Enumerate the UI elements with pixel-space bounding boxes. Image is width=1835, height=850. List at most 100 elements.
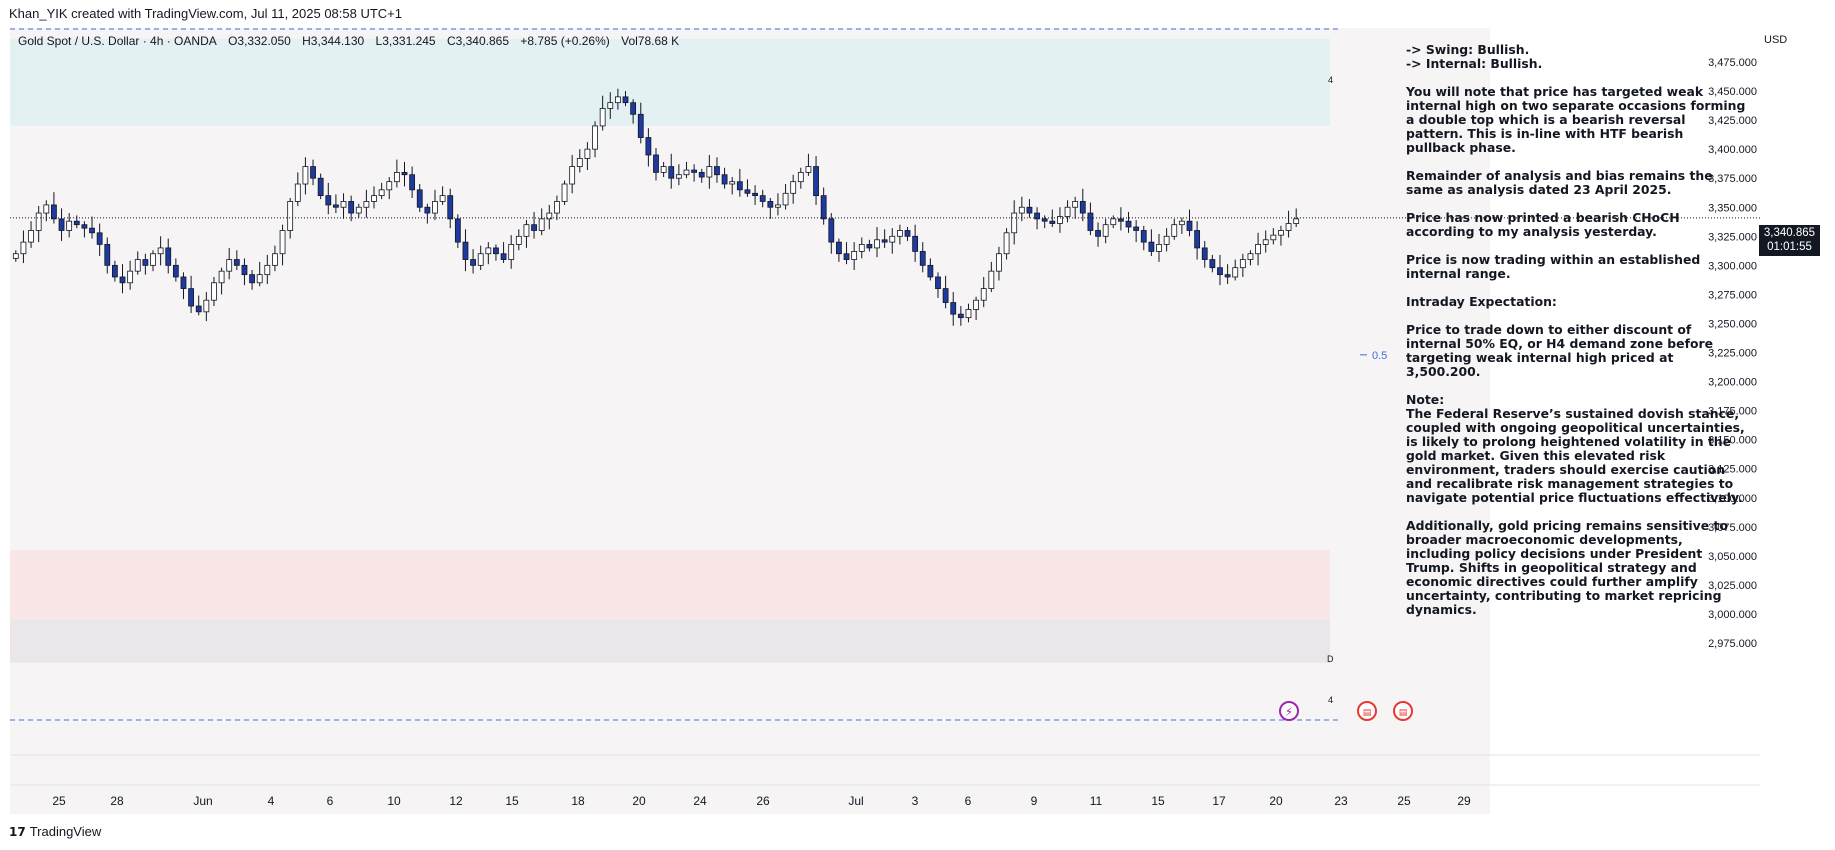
bear-candle — [401, 171, 408, 176]
note-paragraph: Price has now printed a bearish CHoCH ac… — [1406, 210, 1680, 239]
bear-candle — [195, 305, 202, 313]
bear-candle — [493, 247, 499, 255]
flash-icon[interactable]: ⚡ — [1279, 701, 1299, 721]
bull-candle — [226, 259, 233, 272]
bull-candle — [706, 166, 713, 178]
bull-candle — [996, 253, 1002, 272]
bear-candle — [836, 241, 842, 255]
x-tick-label: 28 — [110, 794, 124, 808]
us-flag-icon[interactable]: ▤ — [1357, 701, 1377, 721]
y-tick-label: 3,150.000 — [1708, 435, 1757, 447]
bull-candle — [279, 230, 286, 255]
bull-candle — [1003, 232, 1010, 255]
bull-candle — [157, 247, 164, 255]
bull-candle — [797, 171, 804, 183]
bull-candle — [264, 264, 271, 276]
bull-candle — [1011, 212, 1018, 234]
bull-candle — [432, 201, 438, 214]
y-tick-label: 3,475.000 — [1708, 57, 1757, 69]
bear-candle — [454, 218, 461, 243]
us-flag-icon[interactable]: ▤ — [1393, 701, 1413, 721]
bull-candle — [340, 201, 347, 208]
bear-candle — [89, 227, 95, 234]
bull-candle — [675, 174, 682, 179]
price-chart[interactable]: 0.5 4 D 4 3,475.000 3,450.000 3,425.000 3,400.0… — [10, 28, 1760, 814]
bear-candle — [1049, 220, 1056, 224]
chart-area[interactable]: 0.5 4 D 4 3,475.000 3,450.000 3,425.000 3,400.0… — [10, 28, 1760, 814]
bear-candle — [1133, 226, 1140, 231]
bear-candle — [881, 239, 888, 243]
y-tick-label: 3,100.000 — [1708, 493, 1757, 505]
bear-candle — [645, 137, 652, 156]
bear-candle — [714, 166, 720, 176]
bull-candle — [150, 253, 156, 266]
bull-candle — [256, 274, 263, 284]
bull-candle — [1064, 206, 1071, 217]
bull-candle — [1278, 230, 1284, 236]
bear-candle — [1186, 220, 1193, 231]
bear-candle — [104, 244, 111, 266]
demand-zone — [10, 550, 1330, 620]
bull-candle — [1293, 218, 1300, 224]
bear-candle — [51, 204, 57, 220]
x-tick-label: 23 — [1334, 794, 1348, 808]
bear-candle — [1148, 241, 1155, 252]
x-tick-label: 29 — [1457, 794, 1471, 808]
y-tick-label: 3,175.000 — [1708, 406, 1757, 418]
tradingview-footer[interactable]: 17 TradingView — [9, 824, 101, 839]
bear-candle — [1034, 212, 1040, 220]
bull-candle — [973, 299, 979, 310]
bull-candle — [12, 253, 19, 259]
x-tick-label: 26 — [756, 794, 770, 808]
bear-candle — [904, 230, 911, 237]
bear-candle — [470, 259, 476, 266]
bull-candle — [127, 270, 134, 284]
close-value: C3,340.865 — [446, 34, 510, 48]
bear-candle — [698, 171, 705, 178]
bear-candle — [957, 313, 964, 319]
bear-candle — [233, 259, 240, 266]
bull-candle — [874, 239, 880, 249]
bear-candle — [942, 288, 949, 303]
symbol-name[interactable]: Gold Spot / U.S. Dollar · 4h · OANDA — [18, 34, 217, 48]
x-tick-label: Jun — [193, 794, 212, 808]
x-tick-label: 9 — [1031, 794, 1038, 808]
x-tick-label: 20 — [632, 794, 646, 808]
y-tick-label: 3,300.000 — [1708, 260, 1757, 272]
bear-candle — [927, 264, 934, 278]
current-price-badge: 3,340.865 01:01:55 — [1759, 225, 1820, 256]
y-tick-label: 3,125.000 — [1708, 464, 1757, 476]
bear-candle — [317, 177, 324, 197]
bear-candle — [630, 102, 637, 115]
y-tick-label: 3,425.000 — [1708, 115, 1757, 127]
bull-candle — [889, 235, 896, 243]
currency-label[interactable]: USD — [1764, 34, 1788, 46]
analysis-note[interactable]: -> Swing: Bullish. -> Internal: Bullish.… — [1406, 43, 1746, 631]
bull-candle — [569, 166, 576, 185]
tradingview-logo-icon: 17 — [9, 825, 26, 839]
bull-candle — [1072, 201, 1079, 208]
bear-candle — [1217, 267, 1223, 276]
high-value: H3,344.130 — [302, 34, 365, 48]
bull-candle — [782, 192, 789, 206]
y-tick-label: 3,075.000 — [1708, 522, 1757, 534]
x-tick-label: 12 — [449, 794, 463, 808]
bull-candle — [790, 181, 797, 194]
zone-label: 4 — [1328, 695, 1333, 705]
fib-level-label: 0.5 — [1372, 350, 1387, 362]
y-tick-label: 3,025.000 — [1708, 580, 1757, 592]
x-tick-label: 20 — [1269, 794, 1283, 808]
bull-candle — [43, 204, 50, 214]
bear-candle — [500, 253, 507, 260]
bear-candle — [843, 253, 850, 260]
x-tick-label: 18 — [571, 794, 585, 808]
bull-candle — [287, 201, 294, 231]
x-tick-label: 15 — [505, 794, 519, 808]
bull-candle — [1232, 267, 1239, 278]
bear-candle — [668, 166, 675, 179]
bear-candle — [767, 201, 774, 208]
attribution-bar: Khan_YIK created with TradingView.com, J… — [0, 0, 1835, 28]
bear-candle — [142, 259, 149, 266]
bull-candle — [1239, 259, 1246, 269]
price-scale-background — [1490, 28, 1760, 814]
